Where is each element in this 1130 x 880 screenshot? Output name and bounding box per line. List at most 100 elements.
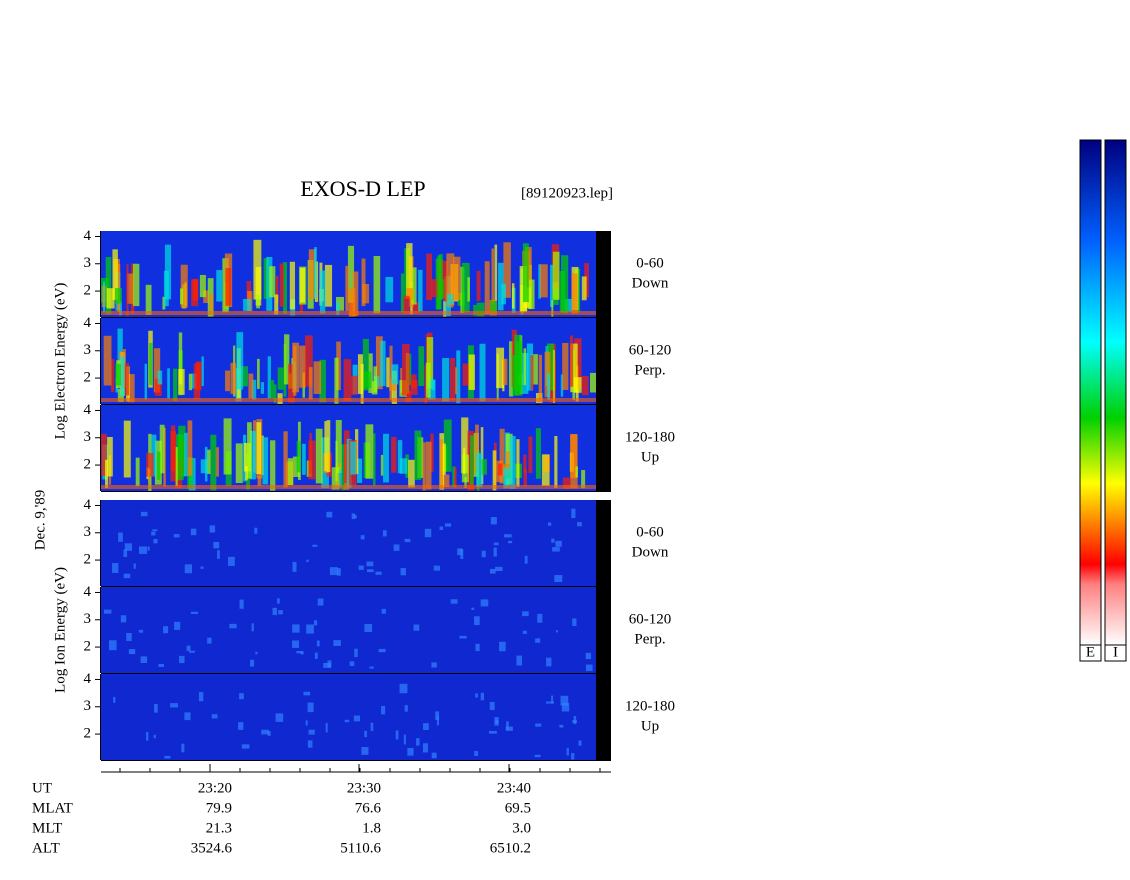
spectrogram-texture xyxy=(522,611,529,617)
y-tick-label: 2 xyxy=(84,726,92,742)
y-tick-label: 4 xyxy=(84,315,92,331)
spectrogram-texture xyxy=(535,723,542,727)
y-tick-label: 4 xyxy=(84,497,92,513)
spectrogram-texture xyxy=(207,637,212,644)
spectrogram-texture xyxy=(103,609,112,614)
spectrogram-texture xyxy=(526,343,534,391)
spectrogram-texture xyxy=(456,350,461,404)
spectrogram-texture xyxy=(199,274,206,298)
spectrogram-texture xyxy=(323,662,332,668)
spectrogram-texture xyxy=(537,613,543,623)
spectrogram-texture xyxy=(431,662,437,668)
spectrogram-background xyxy=(101,674,596,760)
spectrogram-texture xyxy=(505,726,513,731)
spectrogram-texture xyxy=(446,253,455,306)
spectrogram-texture xyxy=(530,354,538,385)
spectrogram-texture xyxy=(179,655,185,664)
spectrogram-texture xyxy=(474,750,479,756)
spectrogram-texture xyxy=(522,243,529,303)
spectrogram-texture xyxy=(316,640,320,647)
spectrogram-texture xyxy=(571,508,576,519)
spectrogram-texture xyxy=(217,550,220,559)
spectrogram-texture xyxy=(462,363,471,386)
spectrogram-texture xyxy=(135,457,140,487)
colorbar-label-box xyxy=(1079,644,1102,662)
spectrogram-texture xyxy=(495,566,503,572)
spectrogram-texture xyxy=(489,701,495,711)
spectrogram-texture xyxy=(329,567,338,576)
spectrogram-texture xyxy=(324,264,333,307)
spectrogram-texture xyxy=(257,475,262,487)
spectrogram-texture xyxy=(503,242,511,298)
spectrogram-texture xyxy=(103,335,112,386)
spectrogram-texture xyxy=(213,541,220,549)
spectrogram-texture xyxy=(159,424,165,474)
spectrogram-texture xyxy=(431,752,437,759)
spectrogram-texture xyxy=(140,511,148,517)
spectrogram-texture xyxy=(345,265,349,312)
spectrogram-texture xyxy=(496,347,505,389)
spectrogram-texture xyxy=(358,565,364,570)
spectrogram-texture xyxy=(191,279,199,307)
spectrogram-texture xyxy=(245,466,248,481)
spectrogram-texture xyxy=(514,334,522,391)
spectrogram-texture xyxy=(461,262,470,313)
spectrogram-texture xyxy=(335,419,342,473)
spectrogram-texture xyxy=(254,527,258,534)
spectrogram-texture xyxy=(188,373,193,391)
spectrogram-texture xyxy=(572,618,577,626)
spectrogram-texture xyxy=(178,369,185,395)
spectrogram-texture xyxy=(406,288,413,299)
spectrogram-texture xyxy=(101,398,596,402)
spectrogram-texture xyxy=(480,692,485,701)
spectrogram-texture xyxy=(105,257,112,315)
spectrogram-texture xyxy=(225,370,231,392)
spectrogram-texture xyxy=(439,439,443,489)
spectrogram-texture xyxy=(336,302,340,316)
spectrogram-texture xyxy=(170,703,179,708)
spectrogram-texture xyxy=(148,468,151,483)
spectrogram-texture xyxy=(383,433,389,483)
ephemeris-value: 23:20 xyxy=(198,780,232,796)
y-tick-label: 3 xyxy=(84,611,92,627)
spectrogram-texture xyxy=(399,458,408,474)
spectrogram-texture xyxy=(181,743,185,753)
spectrogram-texture xyxy=(373,433,376,486)
spectrogram-texture xyxy=(585,664,593,672)
spectrogram-texture xyxy=(255,651,258,655)
spectrogram-texture xyxy=(516,655,523,666)
spectrogram-texture xyxy=(410,374,417,389)
spectrogram-texture xyxy=(540,264,548,298)
spectrogram-texture xyxy=(424,365,428,404)
spectrogram-texture xyxy=(476,270,481,302)
spectrogram-texture xyxy=(101,433,107,476)
spectrogram-texture xyxy=(107,436,113,477)
spectrogram-texture xyxy=(581,470,586,489)
spectrogram-texture xyxy=(247,422,252,479)
panel-angle-label: 60-120 xyxy=(629,611,672,627)
spectrogram-texture xyxy=(292,640,299,648)
spectrogram-texture xyxy=(151,434,157,477)
spectrogram-texture xyxy=(211,714,218,719)
spectrogram-texture xyxy=(400,273,405,313)
spectrogram-texture xyxy=(509,436,516,489)
ephemeris-name: MLT xyxy=(32,820,62,836)
spectrogram-texture xyxy=(275,275,279,303)
spectrogram-texture xyxy=(522,630,527,634)
spectrogram-texture xyxy=(407,747,414,756)
spectrogram-texture xyxy=(378,648,386,653)
spectrogram-texture xyxy=(153,539,158,544)
spectrogram-texture xyxy=(210,434,217,491)
spectrogram-texture xyxy=(263,258,269,299)
spectrogram-texture xyxy=(418,269,423,312)
spectrogram-texture xyxy=(459,635,467,639)
data-gap xyxy=(596,500,611,587)
spectrogram-texture xyxy=(403,734,406,745)
spectrogram-texture xyxy=(403,295,410,314)
spectrogram-texture xyxy=(409,353,412,385)
spectrogram-texture xyxy=(357,354,364,394)
spectrogram-texture xyxy=(124,543,133,551)
spectrogram-texture xyxy=(178,332,183,385)
spectrogram-texture xyxy=(475,643,480,652)
spectrogram-texture xyxy=(481,550,486,558)
